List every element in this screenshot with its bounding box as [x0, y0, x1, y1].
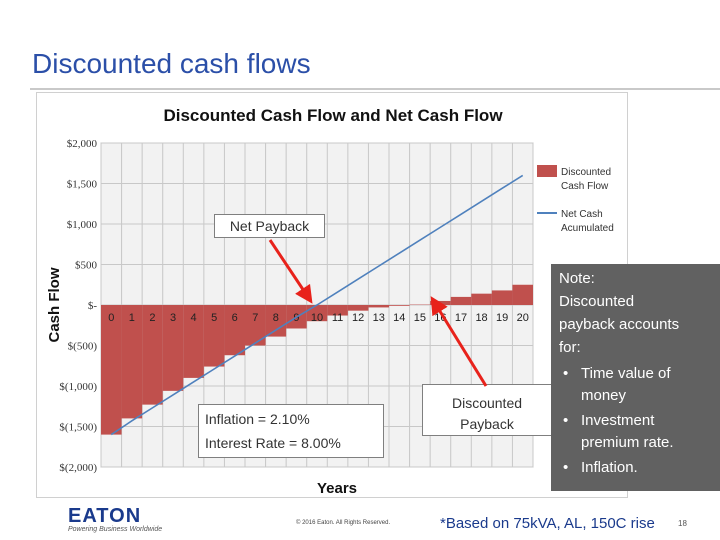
x-tick-label: 0	[108, 312, 114, 324]
legend-swatch-bar	[537, 165, 557, 177]
x-tick-label: 5	[211, 312, 217, 324]
discounted-cash-flow-bar	[389, 305, 410, 306]
discounted-cash-flow-bar	[471, 293, 492, 305]
bullet-icon: •	[563, 412, 569, 429]
y-tick-label: $2,000	[67, 138, 98, 150]
footnote: *Based on 75kVA, AL, 150C rise	[440, 515, 655, 532]
x-axis-label: Years	[317, 480, 357, 497]
note-heading: Note:	[559, 270, 595, 287]
discounted-cash-flow-bar	[265, 305, 287, 337]
discounted-payback-callout: Discounted Payback	[422, 384, 552, 436]
discounted-cash-flow-bar	[121, 305, 143, 419]
x-tick-label: 19	[496, 312, 508, 324]
bullet-icon: •	[563, 459, 569, 476]
net-cash-line	[110, 174, 524, 436]
y-tick-label: $1,500	[67, 179, 98, 191]
y-tick-label: $(2,000)	[59, 462, 97, 474]
net-payback-callout: Net Payback	[214, 214, 325, 238]
note-panel: Note: Discounted payback accounts for: •…	[551, 264, 720, 491]
note-bullet-list: • Time value of money • Investment premium r…	[559, 363, 712, 479]
inflation-label: Inflation = 2.10%	[205, 411, 310, 427]
x-tick-label: 17	[455, 312, 467, 324]
discounted-payback-line-1: Discounted	[451, 395, 523, 411]
discounted-cash-flow-bar	[491, 290, 513, 305]
x-tick-label: 16	[434, 312, 446, 324]
x-tick-label: 1	[129, 312, 135, 324]
x-tick-label: 2	[149, 312, 155, 324]
discounted-cash-flow-bar	[430, 300, 451, 305]
logo-tagline: Powering Business Worldwide	[68, 526, 163, 533]
x-tick-label: 14	[393, 312, 405, 324]
x-tick-label: 7	[252, 312, 258, 324]
x-tick-label: 3	[170, 312, 176, 324]
x-tick-label: 8	[273, 312, 279, 324]
logo-wordmark: EATON	[68, 505, 142, 527]
bullet-icon: •	[563, 365, 569, 382]
y-tick-label: $(1,500)	[59, 422, 97, 434]
chart-title: Discounted Cash Flow and Net Cash Flow	[163, 106, 503, 125]
discounted-cash-flow-bar	[450, 296, 472, 305]
note-bullet-item: • Investment premium rate.	[563, 412, 674, 451]
discounted-cash-flow-bar	[512, 284, 533, 305]
y-tick-label: $(500)	[68, 341, 98, 353]
discounted-cash-flow-bar	[368, 305, 389, 308]
note-bullet-item: • Inflation.	[559, 457, 712, 479]
discounted-cash-flow-bar	[327, 305, 348, 316]
note-body-line-2: payback accounts	[559, 316, 680, 333]
y-axis-label: Cash Flow	[46, 267, 63, 342]
x-tick-label: 12	[352, 312, 364, 324]
discounted-cash-flow-bar	[224, 305, 245, 356]
legend-label: Net Cash	[561, 209, 603, 220]
discounted-payback-line-2: Payback	[460, 416, 514, 432]
interest-rate-label: Interest Rate = 8.00%	[205, 435, 341, 451]
y-tick-label: $-	[88, 300, 98, 312]
legend-label: Acumulated	[561, 223, 614, 234]
copyright-text: © 2016 Eaton. All Rights Reserved.	[296, 520, 391, 526]
y-tick-label: $(1,000)	[59, 381, 97, 393]
x-tick-label: 6	[232, 312, 238, 324]
eaton-logo: EATON Powering Business Worldwide	[68, 505, 162, 533]
slide-title: Discounted cash flows	[32, 48, 311, 79]
y-tick-label: $1,000	[67, 219, 98, 231]
discounted-cash-flow-bar	[183, 305, 204, 378]
parameters-callout: Inflation = 2.10% Interest Rate = 8.00%	[198, 404, 384, 458]
discounted-cash-flow-bar	[142, 305, 163, 405]
note-body-line-1: Discounted	[559, 293, 635, 310]
x-tick-label: 10	[311, 312, 323, 324]
note-bullet-item: • Time value of money	[563, 365, 671, 404]
discounted-cash-flow-bar	[245, 305, 266, 346]
discounted-cash-flow-bar	[203, 305, 225, 367]
legend-label: Discounted	[561, 167, 611, 178]
note-body-line-3: for:	[559, 339, 581, 356]
x-tick-label: 13	[373, 312, 385, 324]
y-tick-label: $500	[75, 260, 98, 272]
legend-label: Cash Flow	[561, 181, 609, 192]
x-tick-label: 11	[332, 312, 343, 324]
discounted-cash-flow-bar	[306, 305, 328, 322]
x-tick-label: 15	[414, 312, 426, 324]
x-tick-label: 18	[475, 312, 487, 324]
title-divider	[30, 88, 720, 90]
page-number: 18	[678, 519, 687, 528]
discounted-cash-flow-bar	[101, 305, 122, 435]
x-tick-label: 20	[517, 312, 529, 324]
x-tick-label: 4	[191, 312, 197, 324]
discounted-cash-flow-bar	[347, 305, 369, 311]
discounted-cash-flow-bar	[162, 305, 184, 391]
